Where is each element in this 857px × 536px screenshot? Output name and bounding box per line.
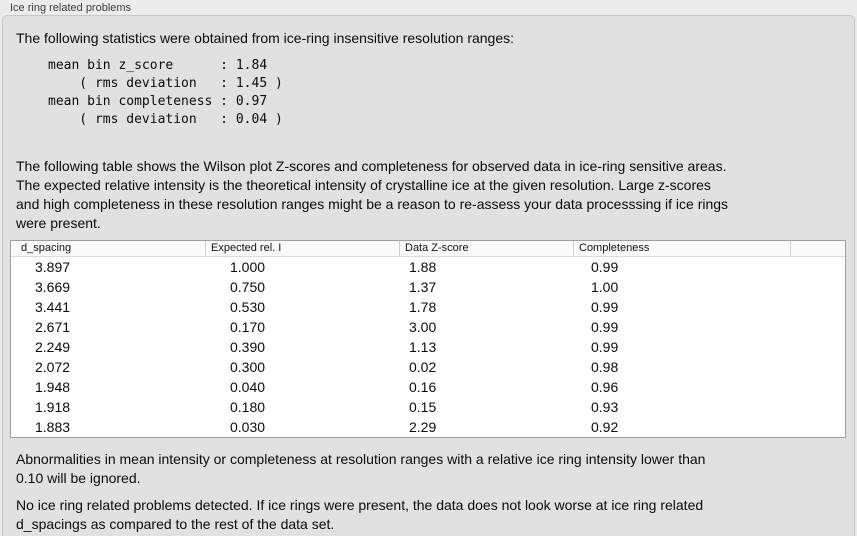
table-cell [790, 317, 845, 337]
table-cell [790, 417, 845, 437]
table-row[interactable]: 2.249 0.390 1.13 0.99 [11, 337, 845, 357]
table-cell: 3.441 [35, 299, 71, 315]
table-description: The following table shows the Wilson plo… [16, 158, 729, 231]
table-cell: 0.99 [591, 319, 619, 335]
table-row[interactable]: 3.669 0.750 1.37 1.00 [11, 277, 845, 297]
column-header-data-z-score: Data Z-score [399, 241, 573, 256]
conclusion-text: No ice ring related problems detected. I… [16, 497, 704, 532]
column-header-spacer [790, 241, 845, 256]
table-row[interactable]: 1.883 0.030 2.29 0.92 [11, 417, 845, 437]
table-cell [790, 357, 845, 377]
table-body: 3.897 1.000 1.88 0.99 3.669 0.750 1.37 1.00 3.44… [11, 257, 845, 437]
table-cell: 0.170 [230, 319, 266, 335]
table-cell: 3.00 [409, 319, 437, 335]
table-cell [790, 397, 845, 417]
table-cell: 0.390 [230, 339, 266, 355]
column-header-expected-rel-i: Expected rel. I [205, 241, 399, 256]
table-cell: 0.030 [230, 419, 266, 435]
table-cell: 1.000 [230, 259, 266, 275]
table-row[interactable]: 1.948 0.040 0.16 0.96 [11, 377, 845, 397]
table-cell: 1.13 [409, 339, 437, 355]
table-cell: 0.16 [409, 379, 437, 395]
table-cell [790, 377, 845, 397]
table-cell: 0.15 [409, 399, 437, 415]
group-box-label: Ice ring related problems [10, 2, 132, 14]
table-cell: 2.072 [35, 359, 71, 375]
table-cell: 0.93 [591, 399, 619, 415]
table-row[interactable]: 3.441 0.530 1.78 0.99 [11, 297, 845, 317]
table-cell [790, 297, 845, 317]
column-header-d-spacing: d_spacing [21, 242, 72, 254]
table-row[interactable]: 1.918 0.180 0.15 0.93 [11, 397, 845, 417]
table-cell: 0.99 [591, 339, 619, 355]
table-cell: 0.530 [230, 299, 266, 315]
table-row[interactable]: 3.897 1.000 1.88 0.99 [11, 257, 845, 277]
ice-ring-table: d_spacing Expected rel. I Data Z-score C… [10, 240, 846, 438]
table-cell: 0.92 [591, 419, 619, 435]
table-cell: 3.669 [35, 279, 71, 295]
table-cell [790, 277, 845, 297]
table-cell: 0.99 [591, 259, 619, 275]
intro-text: The following statistics were obtained f… [16, 30, 515, 46]
table-cell: 0.99 [591, 299, 619, 315]
table-cell: 0.98 [591, 359, 619, 375]
table-cell [790, 337, 845, 357]
table-cell: 1.918 [35, 399, 71, 415]
table-cell [790, 257, 845, 277]
table-header: d_spacing Expected rel. I Data Z-score C… [11, 241, 845, 257]
table-cell: 3.897 [35, 259, 71, 275]
table-cell: 1.00 [591, 279, 619, 295]
table-cell: 0.750 [230, 279, 266, 295]
ignore-note: Abnormalities in mean intensity or compl… [16, 451, 706, 486]
table-cell: 2.29 [409, 419, 437, 435]
table-cell: 2.249 [35, 339, 71, 355]
table-row[interactable]: 2.671 0.170 3.00 0.99 [11, 317, 845, 337]
table-cell: 0.180 [230, 399, 266, 415]
table-cell: 0.96 [591, 379, 619, 395]
table-cell: 1.883 [35, 419, 71, 435]
table-cell: 1.88 [409, 259, 437, 275]
table-cell: 1.37 [409, 279, 437, 295]
table-cell: 0.300 [230, 359, 266, 375]
stats-block: mean bin z_score : 1.84 ( rms deviation … [48, 58, 283, 127]
column-header-completeness: Completeness [573, 241, 790, 256]
table-cell: 2.671 [35, 319, 71, 335]
table-row[interactable]: 2.072 0.300 0.02 0.98 [11, 357, 845, 377]
table-cell: 1.78 [409, 299, 437, 315]
table-cell: 0.02 [409, 359, 437, 375]
table-cell: 0.040 [230, 379, 266, 395]
ice-ring-panel: The following statistics were obtained f… [2, 15, 855, 536]
table-cell: 1.948 [35, 379, 71, 395]
